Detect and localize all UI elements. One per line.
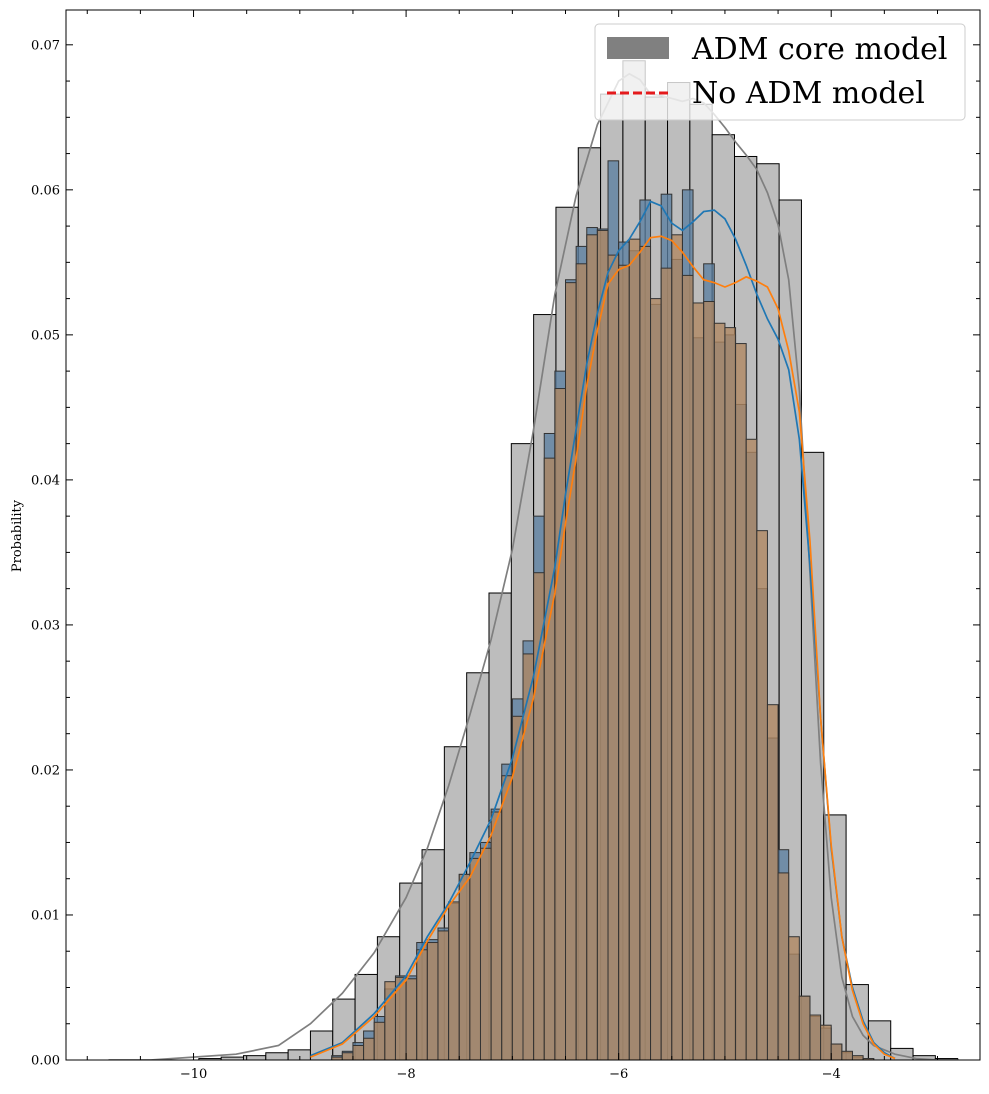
y-axis-label: Probability: [10, 499, 25, 572]
histogram-bar: [373, 1021, 386, 1060]
legend-box: [594, 23, 966, 121]
histogram-bar: [416, 949, 428, 1060]
histogram-bar: [479, 847, 492, 1060]
histogram-bar: [469, 857, 481, 1060]
histogram-bar: [660, 267, 673, 1060]
histogram-bar: [596, 229, 609, 1060]
legend-label-no-adm: No ADM model: [692, 76, 925, 111]
histogram-bar: [618, 264, 630, 1060]
histogram-bar: [437, 930, 450, 1060]
legend-patch-adm-core: [607, 37, 669, 59]
legend-label-adm-core: ADM core model: [691, 32, 948, 67]
plot-frame: [65, 9, 981, 1061]
histogram-bar: [639, 245, 652, 1060]
kde-line-2: [310, 235, 896, 1060]
y-tick-label: 0.07: [31, 38, 60, 53]
histogram-bar: [735, 343, 747, 1060]
y-tick-label: 0.01: [31, 908, 60, 923]
histogram-bar: [830, 1043, 843, 1060]
histogram-bar: [363, 1037, 375, 1060]
histogram-bar: [671, 234, 683, 1060]
y-tick-label: 0.00: [31, 1054, 60, 1069]
histogram-bar: [745, 438, 758, 1060]
histogram-bar: [650, 298, 662, 1060]
histogram-bar: [287, 1049, 311, 1060]
histogram-bar: [703, 301, 715, 1060]
histogram-bar: [766, 704, 779, 1060]
histogram-bar: [565, 282, 577, 1060]
histogram-bar: [841, 1050, 853, 1060]
histogram-bar: [341, 1052, 354, 1060]
histogram-bar: [543, 457, 556, 1060]
histogram-bar: [777, 872, 790, 1060]
histogram-bar: [448, 901, 460, 1060]
histogram-bar: [352, 1044, 365, 1060]
y-tick-label: 0.02: [31, 763, 60, 778]
histogram-bar: [458, 873, 471, 1060]
histogram-bar: [724, 327, 737, 1060]
y-tick-label: 0.03: [31, 618, 60, 633]
histogram-bar: [628, 238, 641, 1060]
histogram-bar: [511, 715, 524, 1060]
histogram-bar: [890, 1047, 914, 1060]
histogram-bar: [405, 978, 418, 1060]
histogram-bar: [501, 775, 513, 1060]
histogram-bar: [845, 984, 869, 1060]
histogram-bar: [575, 263, 588, 1060]
histogram-bar: [756, 530, 768, 1060]
histogram-bar: [426, 942, 439, 1060]
histogram-bar: [490, 811, 503, 1060]
histogram-bar: [788, 936, 800, 1060]
legend: ADM core model No ADM model: [594, 23, 966, 121]
histogram-bar: [851, 1055, 864, 1060]
x-tick-label: −6: [609, 1067, 628, 1082]
histogram-bar: [820, 1024, 832, 1060]
series-layer: [108, 60, 959, 1060]
x-tick-label: −10: [180, 1067, 207, 1082]
x-tick-label: −4: [822, 1067, 841, 1082]
histogram-bar: [607, 254, 620, 1060]
histogram-bar: [798, 995, 811, 1060]
histogram-bar: [554, 388, 567, 1060]
histogram-bar: [809, 1014, 822, 1060]
histogram-bar: [681, 274, 694, 1060]
x-tick-label: −8: [397, 1067, 416, 1082]
histogram-bar: [692, 302, 705, 1060]
histogram-bar: [265, 1052, 289, 1060]
axes-layer: −10 −8 −6 −4 0.00 0.01 0.02 0.03 0.04 0.05 0.06 0.0…: [31, 9, 981, 1082]
y-tick-label: 0.05: [31, 328, 60, 343]
histogram-bar: [713, 322, 726, 1060]
y-tick-label: 0.04: [31, 473, 60, 488]
y-tick-label: 0.06: [31, 183, 60, 198]
